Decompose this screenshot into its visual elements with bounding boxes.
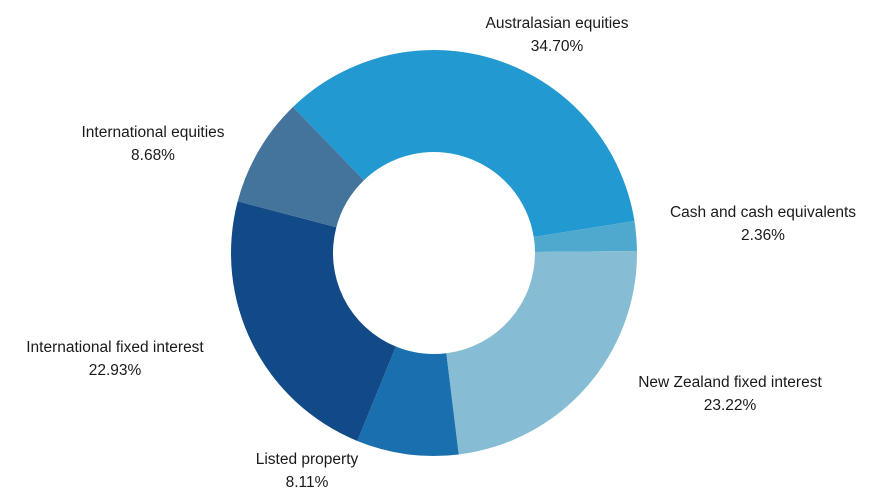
slice-label: International equities (81, 124, 224, 141)
slice-label: Cash and cash equivalents (670, 204, 856, 221)
slice-value-label: 8.68% (131, 147, 175, 164)
slice-label: Australasian equities (485, 15, 628, 32)
slice-label: Listed property (256, 451, 359, 468)
donut-slice (533, 220, 637, 252)
donut-slice (237, 106, 364, 228)
slice-value-label: 8.11% (286, 474, 329, 488)
slice-value-label: 34.70% (531, 38, 584, 55)
donut-slice (357, 346, 459, 456)
donut-slice (292, 50, 635, 238)
slice-value-label: 23.22% (704, 397, 757, 414)
donut-slice (446, 250, 637, 455)
slice-label: International fixed interest (26, 339, 204, 356)
slice-label: New Zealand fixed interest (638, 374, 822, 391)
donut-slice (231, 201, 396, 441)
slice-value-label: 2.36% (741, 227, 785, 244)
slice-value-label: 22.93% (89, 362, 142, 379)
